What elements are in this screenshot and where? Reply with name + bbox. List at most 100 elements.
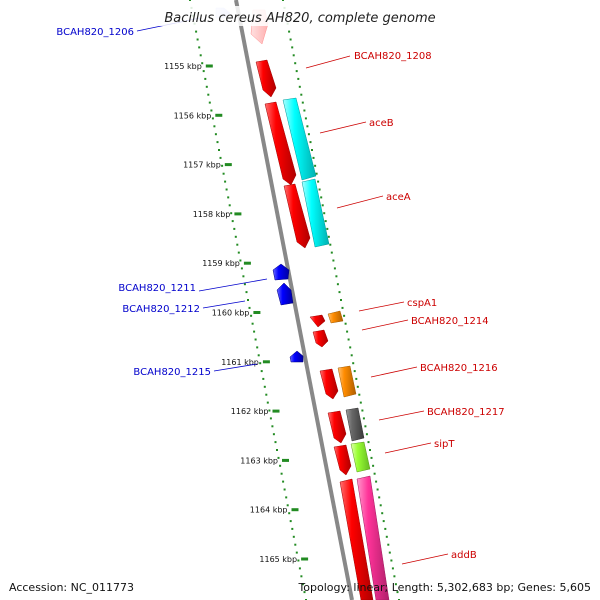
gene-BCAH820_1216-red-arrow[interactable] (319, 368, 339, 400)
gene-sipT-bar[interactable] (350, 441, 371, 473)
guide-dot-right (321, 204, 324, 207)
guide-dot-left (240, 267, 243, 270)
guide-dot-left (227, 196, 230, 199)
ruler-tick (243, 261, 251, 265)
ruler-tick-label: 1163 kbp (240, 456, 278, 465)
guide-dot-left (289, 520, 292, 523)
ruler-tick (205, 64, 213, 68)
gene-cspA1-bar[interactable] (327, 310, 344, 324)
label-BCAH820_1216[interactable]: BCAH820_1216 (420, 363, 498, 374)
gene-BCAH820_1215-arrow[interactable] (289, 350, 304, 363)
guide-dot-left (225, 188, 228, 191)
guide-dot-left (231, 220, 234, 223)
guide-dot-right (340, 299, 342, 301)
gene-addB-red-arrow[interactable] (339, 478, 374, 600)
guide-dot-right (381, 512, 384, 515)
label-cspA1[interactable]: cspA1 (407, 298, 437, 309)
guide-dot-left (221, 164, 224, 167)
guide-dot-right (304, 117, 307, 120)
guide-dot-left (210, 109, 213, 112)
guide-dot-left (265, 393, 268, 396)
label-BCAH820_1214[interactable]: BCAH820_1214 (411, 316, 489, 327)
label-BCAH820_1208[interactable]: BCAH820_1208 (354, 51, 432, 62)
guide-dot-right (323, 212, 326, 215)
guide-dot-left (251, 322, 254, 325)
guide-dot-left (196, 38, 199, 41)
guide-dot-left (233, 227, 236, 230)
guide-dot-right (388, 551, 391, 554)
guide-dot-left (279, 464, 282, 467)
guide-dot-right (350, 354, 353, 357)
ruler-tick-label: 1158 kbp (193, 210, 231, 219)
label-BCAH820_1211[interactable]: BCAH820_1211 (118, 283, 196, 294)
ruler-tick-label: 1156 kbp (174, 111, 212, 120)
guide-dot-left (303, 591, 306, 594)
guide-dot-right (298, 85, 301, 88)
label-addB[interactable]: addB (451, 550, 477, 561)
label-BCAH820_1215[interactable]: BCAH820_1215 (133, 367, 211, 378)
guide-dot-left (280, 472, 283, 475)
gene-aceB-bar[interactable] (282, 97, 317, 181)
gene-labels-left: BCAH820_1206 BCAH820_1211 BCAH820_1212 B… (56, 27, 211, 378)
guide-dot-left (219, 156, 222, 159)
label-aceA[interactable]: aceA (386, 192, 411, 203)
ruler-tick (224, 163, 232, 167)
guide-dot-left (269, 417, 272, 420)
guide-dot-left (272, 433, 275, 436)
guide-dot-right (311, 149, 313, 151)
gene-aceB-red-arrow[interactable] (264, 101, 297, 186)
title-backdrop (150, 6, 448, 26)
guide-dot-left (282, 480, 285, 483)
guide-dot-right (385, 535, 388, 538)
guide-dot-left (236, 243, 239, 246)
gene-BCAH820_1212-arrow[interactable] (276, 282, 294, 306)
guide-dot-right (318, 188, 321, 191)
label-aceB[interactable]: aceB (369, 118, 394, 129)
gene-BCAH820_1217-red-arrow[interactable] (327, 410, 347, 444)
guide-dot-left (237, 251, 240, 254)
gene-BCAH820_1208-arrow[interactable] (255, 59, 277, 98)
guide-dot-right (379, 504, 382, 507)
label-BCAH820_1217[interactable]: BCAH820_1217 (427, 407, 505, 418)
guide-dot-right (376, 488, 379, 491)
gene-addB-bar[interactable] (356, 475, 390, 600)
guide-dot-left (224, 180, 227, 183)
gene-BCAH820_1211-arrow[interactable] (272, 263, 290, 281)
guide-dot-right (367, 441, 370, 444)
gene-cspA1-red-arrow[interactable] (309, 314, 326, 328)
guide-dot-right (292, 54, 295, 57)
gene-BCAH820_1216-bar[interactable] (337, 365, 357, 398)
guide-dot-left (266, 401, 269, 404)
guide-dot-right (370, 456, 373, 459)
guide-dot-right (364, 425, 367, 428)
ruler-tick (234, 212, 242, 216)
gene-BCAH820_1217-bar[interactable] (345, 407, 365, 442)
label-BCAH820_1206[interactable]: BCAH820_1206 (56, 27, 134, 38)
guide-dot-right (365, 433, 368, 436)
gene-aceA-red-arrow[interactable] (283, 183, 311, 249)
guide-dot-right (373, 472, 376, 475)
guide-dot-left (262, 377, 265, 380)
guide-dot-right (391, 567, 394, 570)
label-sipT[interactable]: sipT (434, 439, 455, 450)
genome-backbone (234, 0, 354, 600)
gene-aceA-bar[interactable] (301, 178, 330, 248)
ruler-tick (282, 458, 289, 462)
guide-dot-right (396, 591, 399, 594)
accession-text: Accession: NC_011773 (9, 581, 135, 594)
gene-BCAH820_1214-arrow[interactable] (312, 329, 329, 348)
guide-dot-right (387, 543, 390, 546)
label-BCAH820_1212[interactable]: BCAH820_1212 (122, 304, 200, 315)
guide-dot-right (346, 330, 349, 333)
guide-dot-right (352, 362, 355, 365)
guide-dot-right (375, 480, 378, 483)
guide-dot-right (282, 0, 284, 1)
guide-dot-right (390, 559, 393, 562)
map-title: Bacillus cereus AH820, complete genome (164, 11, 435, 26)
gene-sipT-red-arrow[interactable] (333, 444, 352, 476)
guide-dot-left (300, 575, 303, 578)
guide-dot-left (230, 212, 233, 215)
guide-dot-right (288, 30, 291, 33)
guide-dot-left (268, 409, 271, 412)
